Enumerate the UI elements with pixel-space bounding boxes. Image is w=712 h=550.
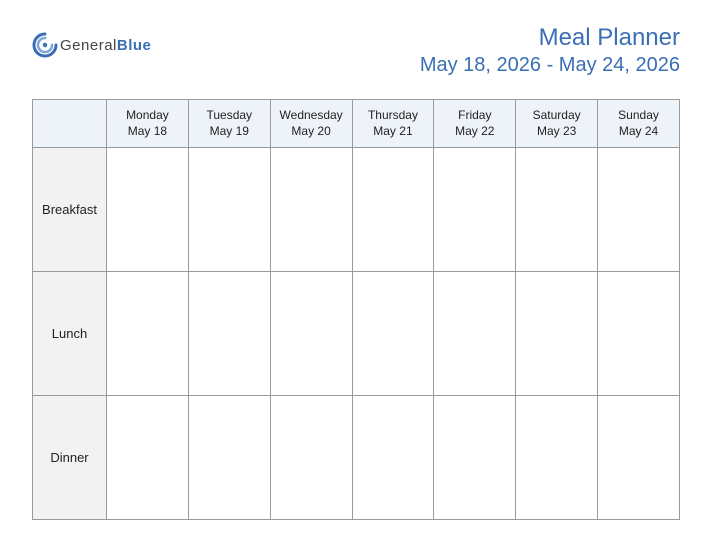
meal-cell xyxy=(188,148,270,272)
meal-cell xyxy=(352,148,434,272)
meal-label: Lunch xyxy=(33,272,107,396)
meal-cell xyxy=(188,396,270,520)
meal-cell xyxy=(434,272,516,396)
page-title: Meal Planner xyxy=(420,24,680,52)
day-name: Friday xyxy=(436,108,513,124)
day-header: Saturday May 23 xyxy=(516,100,598,148)
meal-cell xyxy=(107,148,189,272)
corner-cell xyxy=(33,100,107,148)
meal-planner-table: Monday May 18 Tuesday May 19 Wednesday M… xyxy=(32,99,680,520)
logo-swirl-icon xyxy=(32,32,58,58)
meal-cell xyxy=(516,396,598,520)
day-header: Monday May 18 xyxy=(107,100,189,148)
meal-cell xyxy=(107,272,189,396)
day-header: Friday May 22 xyxy=(434,100,516,148)
day-name: Tuesday xyxy=(191,108,268,124)
day-date: May 19 xyxy=(191,124,268,140)
day-name: Sunday xyxy=(600,108,677,124)
logo-text-general: General xyxy=(60,37,117,54)
day-date: May 18 xyxy=(109,124,186,140)
table-row: Lunch xyxy=(33,272,680,396)
day-header: Wednesday May 20 xyxy=(270,100,352,148)
table-row: Dinner xyxy=(33,396,680,520)
day-date: May 20 xyxy=(273,124,350,140)
day-header: Tuesday May 19 xyxy=(188,100,270,148)
meal-label: Breakfast xyxy=(33,148,107,272)
meal-cell xyxy=(434,148,516,272)
day-name: Wednesday xyxy=(273,108,350,124)
day-date: May 23 xyxy=(518,124,595,140)
day-name: Saturday xyxy=(518,108,595,124)
day-name: Monday xyxy=(109,108,186,124)
meal-cell xyxy=(516,148,598,272)
meal-cell xyxy=(598,396,680,520)
header-row: Monday May 18 Tuesday May 19 Wednesday M… xyxy=(33,100,680,148)
title-block: Meal Planner May 18, 2026 - May 24, 2026 xyxy=(420,24,680,77)
logo-text-blue: Blue xyxy=(117,37,152,54)
meal-cell xyxy=(107,396,189,520)
day-header: Thursday May 21 xyxy=(352,100,434,148)
day-date: May 22 xyxy=(436,124,513,140)
meal-label: Dinner xyxy=(33,396,107,520)
meal-cell xyxy=(270,272,352,396)
day-name: Thursday xyxy=(355,108,432,124)
logo-text: GeneralBlue xyxy=(60,38,151,53)
meal-cell xyxy=(270,148,352,272)
date-range: May 18, 2026 - May 24, 2026 xyxy=(420,54,680,77)
table-row: Breakfast xyxy=(33,148,680,272)
meal-cell xyxy=(352,272,434,396)
meal-cell xyxy=(270,396,352,520)
day-header: Sunday May 24 xyxy=(598,100,680,148)
day-date: May 24 xyxy=(600,124,677,140)
meal-cell xyxy=(352,396,434,520)
meal-cell xyxy=(188,272,270,396)
day-date: May 21 xyxy=(355,124,432,140)
meal-cell xyxy=(434,396,516,520)
header: GeneralBlue Meal Planner May 18, 2026 - … xyxy=(32,24,680,77)
meal-cell xyxy=(598,148,680,272)
meal-cell xyxy=(598,272,680,396)
meal-cell xyxy=(516,272,598,396)
logo: GeneralBlue xyxy=(32,24,151,58)
